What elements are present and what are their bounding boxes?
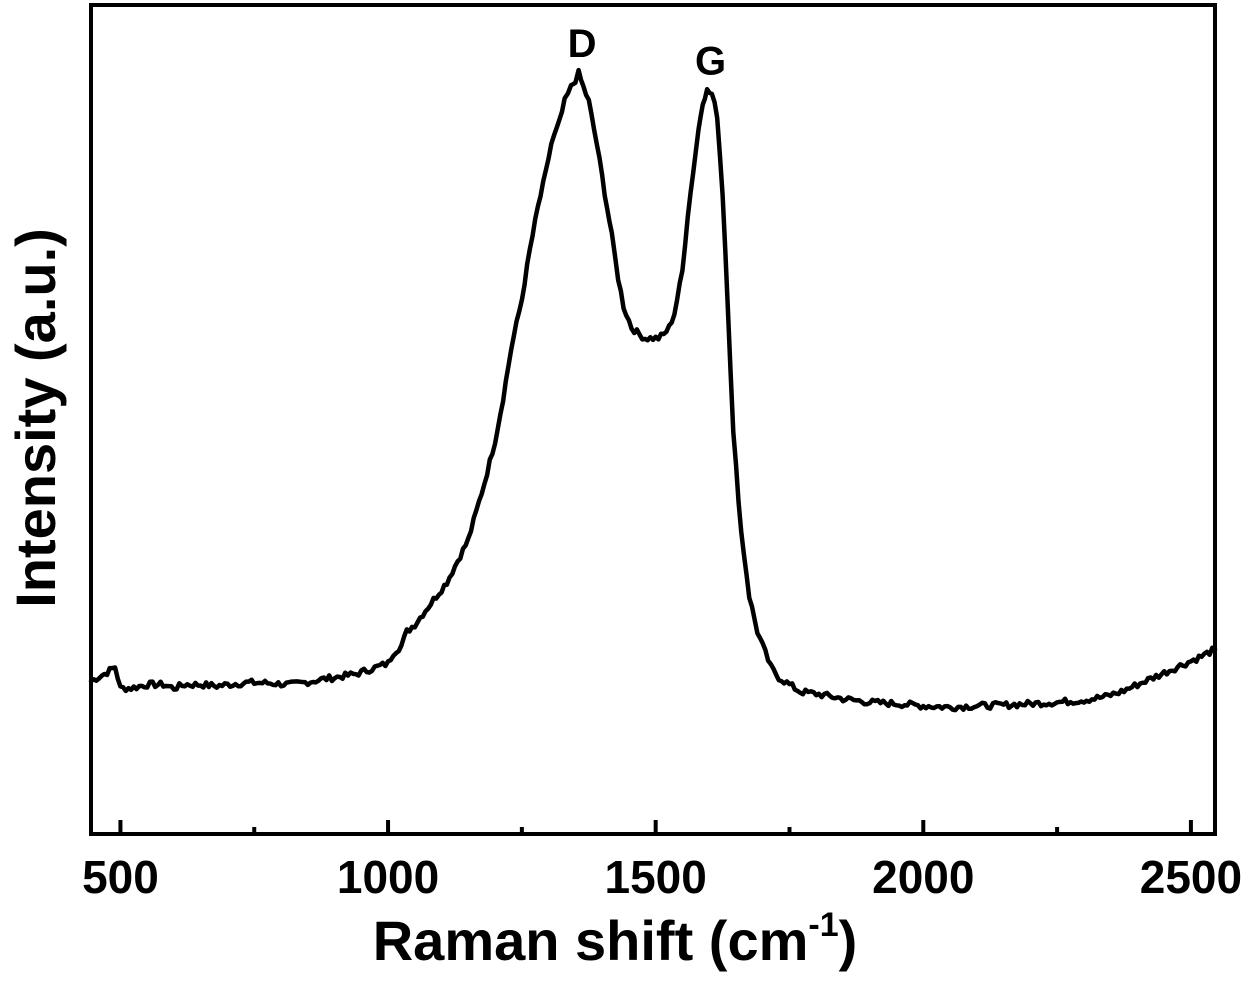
y-axis-title: Intensity (a.u.) [4,228,67,608]
x-axis-title-superscript: -1 [808,906,838,944]
x-tick-label: 2500 [1140,851,1242,903]
x-tick-label: 2000 [872,851,974,903]
x-tick-label: 500 [82,851,159,903]
peak-label-g: G [695,40,726,84]
x-axis-tick-labels: 500 1000 1500 2000 2500 [82,851,1242,903]
peak-label-d: D [568,22,597,66]
spectrum-line [91,70,1215,710]
plot-frame [91,5,1215,834]
x-axis-ticks [120,820,1190,834]
x-tick-label: 1500 [605,851,707,903]
x-axis-title: Raman shift (cm-1) [373,906,858,972]
x-tick-label: 1000 [337,851,439,903]
x-axis-title-text: Raman shift (cm [373,909,809,972]
peak-labels: DG [568,22,726,84]
x-axis-title-close: ) [839,909,858,972]
